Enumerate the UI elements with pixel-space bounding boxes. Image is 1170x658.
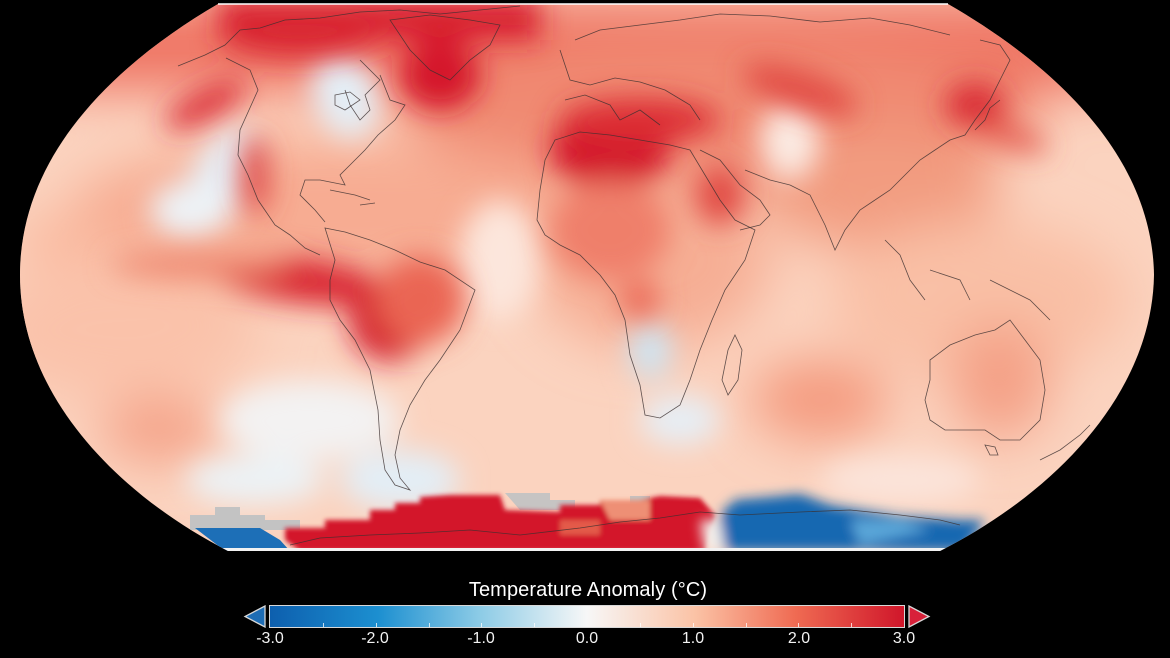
minor-tick [375,623,377,627]
tick-label: -2.0 [361,630,389,647]
minor-tick [745,623,747,627]
colorbar-legend: Temperature Anomaly (°C) -3.0 -2.0 -1.0 … [0,570,1170,658]
minor-tick [481,623,483,627]
minor-tick [322,623,324,627]
minor-tick [534,623,536,627]
max-extend-arrow [908,605,931,628]
minor-tick [798,623,800,627]
minor-tick [692,623,694,627]
minor-tick [851,623,853,627]
tick-label-max: 3.0 [892,630,916,647]
anomaly-field [20,4,1154,551]
min-extend-arrow [243,605,266,628]
colorbar [269,605,905,628]
minor-tick [639,623,641,627]
tick-label-zero: 0.0 [575,630,599,647]
world-map [20,3,1154,551]
tick-label-min: -3.0 [256,630,284,647]
colorbar-gradient [270,606,904,627]
legend-title: Temperature Anomaly (°C) [468,579,708,601]
tick-label: 2.0 [787,630,811,647]
tick-label: -1.0 [467,630,495,647]
minor-tick [428,623,430,627]
tick-label: 1.0 [681,630,705,647]
antarctica-region [190,493,985,551]
coastlines [177,5,1091,546]
